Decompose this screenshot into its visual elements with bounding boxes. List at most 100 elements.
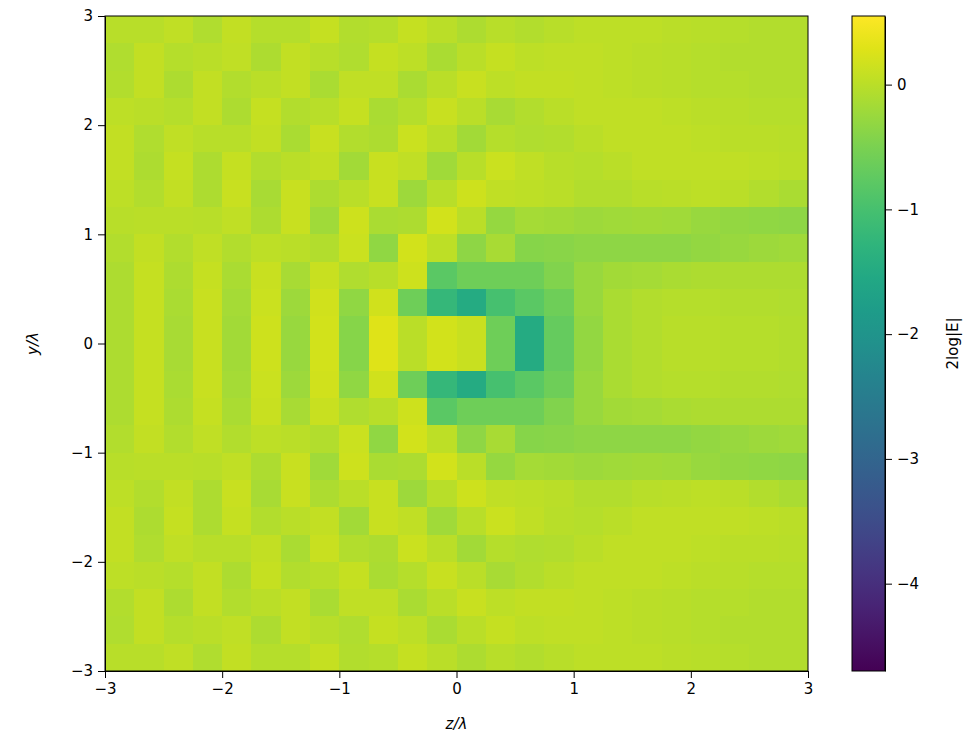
cell [749, 316, 779, 344]
cell [574, 589, 604, 617]
cell [281, 425, 311, 453]
cell [134, 398, 164, 426]
cell [251, 562, 281, 590]
cell [222, 152, 252, 180]
cell [632, 316, 662, 344]
tick-mark [98, 16, 105, 17]
cell [457, 507, 487, 535]
cell [105, 289, 135, 317]
cell [515, 152, 545, 180]
cell [193, 16, 223, 44]
cell [398, 316, 428, 344]
cell [720, 207, 750, 235]
cell [779, 16, 808, 44]
cell [457, 262, 487, 290]
cell [281, 152, 311, 180]
cell [427, 180, 457, 208]
cell [720, 480, 750, 508]
cell [281, 644, 311, 671]
cell [427, 234, 457, 262]
cell [662, 125, 692, 153]
cell [749, 16, 779, 44]
cell [310, 125, 340, 153]
cell [339, 43, 369, 71]
cell [222, 344, 252, 372]
cell [222, 234, 252, 262]
cell [603, 152, 633, 180]
cell [105, 262, 135, 290]
tick-label: −1 [71, 444, 93, 462]
cell [251, 316, 281, 344]
cell [515, 43, 545, 71]
tick: 3 [804, 671, 814, 698]
cell [574, 98, 604, 126]
cell [632, 480, 662, 508]
cell [544, 398, 574, 426]
cell [544, 644, 574, 671]
cell [779, 589, 808, 617]
cell [632, 16, 662, 44]
cell [310, 480, 340, 508]
cell [134, 616, 164, 644]
cell [632, 344, 662, 372]
cell [251, 262, 281, 290]
cell [398, 289, 428, 317]
cell [603, 289, 633, 317]
cell [134, 589, 164, 617]
tick-mark [885, 334, 892, 335]
cell [720, 616, 750, 644]
cell [105, 507, 135, 535]
cell [339, 453, 369, 481]
cell [720, 535, 750, 563]
cell [105, 535, 135, 563]
cell [691, 616, 721, 644]
cell [105, 207, 135, 235]
cell [193, 262, 223, 290]
cell [369, 152, 399, 180]
cell [105, 234, 135, 262]
cell [134, 152, 164, 180]
cell [515, 453, 545, 481]
cell [222, 589, 252, 617]
cell [222, 644, 252, 671]
cell [398, 207, 428, 235]
cell [398, 644, 428, 671]
cell [544, 344, 574, 372]
cell [251, 344, 281, 372]
cell [193, 98, 223, 126]
cell [779, 398, 808, 426]
cell [486, 207, 516, 235]
cell [457, 71, 487, 99]
cell [574, 234, 604, 262]
cell [603, 207, 633, 235]
cell [720, 371, 750, 399]
cell [779, 480, 808, 508]
cell [427, 71, 457, 99]
cell [369, 43, 399, 71]
cell [515, 207, 545, 235]
cell [779, 207, 808, 235]
tick: 0 [885, 76, 907, 94]
cell [544, 98, 574, 126]
cell [369, 507, 399, 535]
cell [632, 289, 662, 317]
cell [105, 371, 135, 399]
cell [662, 98, 692, 126]
cell [574, 371, 604, 399]
cell [339, 480, 369, 508]
cell [193, 562, 223, 590]
cell [720, 507, 750, 535]
cell [281, 71, 311, 99]
cell [310, 453, 340, 481]
cell [486, 16, 516, 44]
cell [398, 616, 428, 644]
cell [193, 589, 223, 617]
cell [603, 562, 633, 590]
cell [134, 262, 164, 290]
cell [457, 480, 487, 508]
cell [222, 207, 252, 235]
cell [369, 71, 399, 99]
cell [779, 316, 808, 344]
cell [369, 535, 399, 563]
cell [457, 180, 487, 208]
